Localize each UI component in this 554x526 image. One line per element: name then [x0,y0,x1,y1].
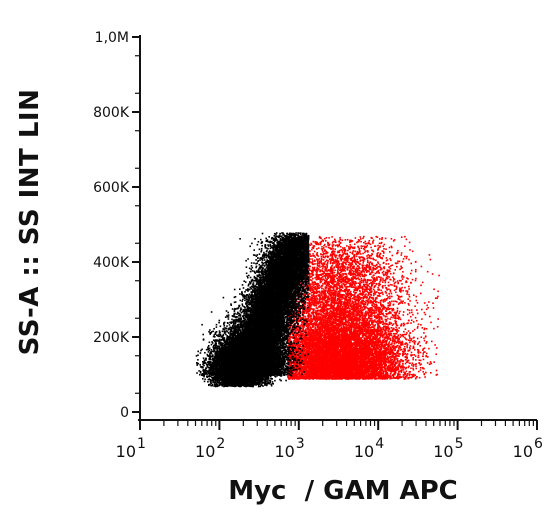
x-tick-label: 10 [195,442,215,461]
x-tick-label: 10 [116,442,136,461]
x-tick-label: 10 [433,442,453,461]
y-axis-label: SS-A :: SS INT LIN [15,89,45,356]
x-tick-exponent: 3 [296,436,305,452]
x-tick-exponent: 5 [455,436,464,452]
x-tick-exponent: 4 [375,436,384,452]
x-tick-label: 10 [274,442,294,461]
x-axis-label: Myc / GAM APC [228,476,458,506]
population [195,296,309,377]
y-tick-label: 600K [93,180,130,196]
x-tick-exponent: 2 [216,436,225,452]
population [286,235,440,380]
y-tick-label: 0 [120,405,129,421]
y-tick-label: 1,0M [95,30,129,46]
y-tick-label: 200K [93,330,130,346]
y-tick-label: 400K [93,255,130,271]
x-tick-exponent: 1 [137,436,146,452]
scatter-points [195,232,440,388]
y-tick-label: 800K [93,105,130,121]
x-tick-exponent: 6 [534,436,543,452]
x-tick-label: 10 [513,442,533,461]
x-tick-label: 10 [354,442,374,461]
